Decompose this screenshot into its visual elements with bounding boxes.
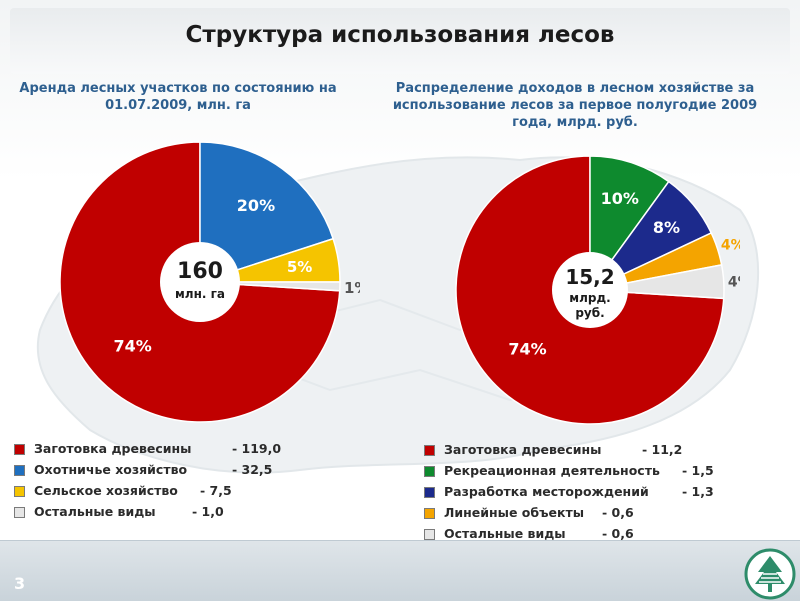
legend-swatch: [424, 466, 435, 477]
legend-label: Рекреационная деятельность: [444, 463, 660, 478]
slice-percent-label: 5%: [287, 258, 312, 276]
legend-label: Линейные объекты: [444, 505, 585, 520]
left-chart-title: Аренда лесных участков по состоянию на 0…: [19, 81, 337, 113]
legend-label: Заготовка древесины: [34, 441, 192, 456]
legend-swatch: [14, 444, 25, 455]
pie-center-value: 15,2: [565, 265, 614, 289]
slice-percent-label: 20%: [237, 196, 275, 215]
legend-value: - 11,2: [642, 442, 683, 457]
pie-chart-lease: 74% 20% 5% 1% 160 млн. га: [59, 141, 360, 423]
legend-value: - 32,5: [232, 462, 273, 477]
slice-percent-label: 74%: [508, 340, 546, 359]
legend-label: Сельское хозяйство: [34, 483, 178, 498]
pie-slice: [589, 155, 670, 293]
legend-swatch: [424, 445, 435, 456]
legend-value: - 1,5: [682, 463, 714, 478]
pie-center-circle: [552, 252, 628, 328]
legend-swatch: [14, 465, 25, 476]
pie-center-unit: руб.: [575, 306, 604, 320]
pie-center-value: 160: [177, 259, 223, 284]
pie-center-unit: млрд.: [569, 291, 610, 305]
legend-swatch: [14, 486, 25, 497]
legend-value: - 119,0: [232, 441, 282, 456]
pie-center-unit: млн. га: [175, 287, 225, 301]
slice-percent-label: 74%: [113, 336, 151, 355]
slice-percent-label: 1%: [344, 279, 360, 297]
legend-swatch: [424, 508, 435, 519]
legend-swatch: [424, 529, 435, 540]
legend-swatch: [14, 507, 25, 518]
legend-value: - 0,6: [602, 526, 634, 541]
pie-center-circle: [160, 242, 240, 322]
legend-label: Разработка месторождений: [444, 484, 649, 499]
slice-percent-label: 8%: [653, 218, 680, 237]
right-chart-title: Распределение доходов в лесном хозяйстве…: [392, 81, 758, 130]
pie-slice: [199, 141, 335, 284]
header-bar: [10, 8, 790, 74]
legend-label: Заготовка древесины: [444, 442, 602, 457]
slice-percent-label: 4%: [728, 275, 740, 291]
forest-agency-logo: [744, 548, 796, 600]
slice-percent-label: 10%: [601, 189, 639, 208]
slice-percent-label: 4%: [721, 238, 740, 254]
legend-label: Охотничье хозяйство: [34, 462, 188, 477]
page-number: 3: [14, 574, 26, 593]
footer-band: [0, 540, 800, 601]
legend-value: - 0,6: [602, 505, 634, 520]
legend-label: Остальные виды: [34, 504, 156, 519]
slide-title: Структура использования лесов: [185, 22, 615, 48]
legend-swatch: [424, 487, 435, 498]
legend-value: - 1,3: [682, 484, 714, 499]
pie-chart-income: 74% 10% 8% 4% 4% 15,2 млрд.руб.: [455, 155, 740, 425]
legend-value: - 1,0: [192, 504, 224, 519]
legend-value: - 7,5: [200, 483, 232, 498]
legend-label: Остальные виды: [444, 526, 566, 541]
